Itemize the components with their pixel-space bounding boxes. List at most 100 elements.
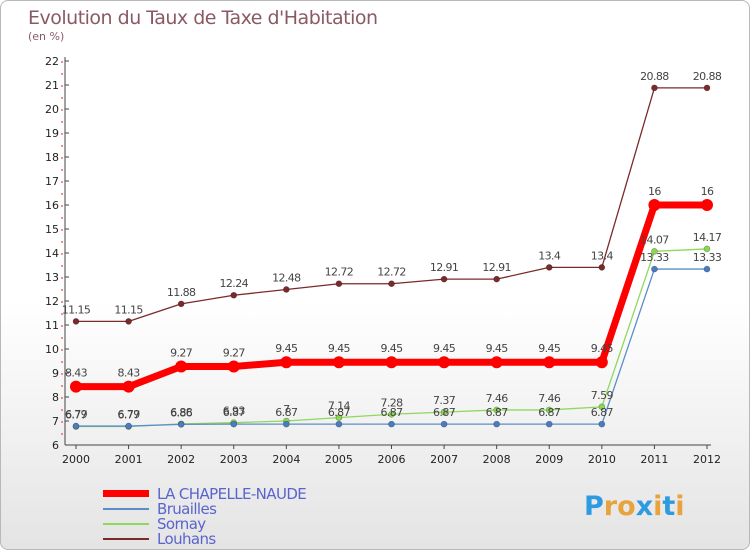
x-tick-label: 2012 (693, 453, 721, 466)
data-point (332, 356, 345, 369)
logo-letter: i (653, 491, 663, 522)
data-label: 6.79 (65, 408, 88, 421)
chart-title: Evolution du Taux de Taxe d'Habitation (28, 7, 378, 29)
data-point (493, 406, 500, 414)
data-point (598, 264, 606, 271)
legend-swatch (103, 508, 149, 510)
legend-swatch (103, 523, 149, 525)
data-label: 11.15 (114, 303, 143, 316)
y-tick-label: 9 (52, 367, 59, 380)
data-point (490, 356, 503, 369)
data-label: 6.77 (65, 409, 88, 422)
data-label: 12.72 (377, 266, 406, 279)
data-point (703, 84, 711, 92)
data-label: 9.27 (223, 347, 246, 360)
data-point (280, 356, 293, 369)
data-label: 7.46 (538, 392, 561, 405)
logo-letter: t (662, 491, 676, 522)
data-label: 9.45 (275, 342, 298, 355)
y-tick-label: 6 (52, 439, 59, 452)
logo-letter: r (603, 491, 618, 522)
data-point (651, 248, 658, 255)
data-point (543, 356, 556, 369)
data-label: 9.27 (170, 347, 193, 360)
x-tick-label: 2000 (62, 453, 90, 466)
data-point (125, 318, 132, 325)
data-label: 6.88 (170, 406, 193, 419)
data-label: 9.45 (433, 342, 456, 355)
data-point (122, 380, 135, 393)
legend-label: Louhans (157, 530, 216, 548)
y-tick-label: 12 (45, 295, 59, 308)
data-label: 9.45 (328, 342, 351, 355)
data-label: 13.4 (538, 249, 561, 262)
data-label: 6.79 (118, 408, 141, 421)
data-point (72, 318, 80, 325)
data-label: 7.14 (328, 400, 351, 413)
y-tick-label: 13 (45, 271, 59, 284)
logo-letter: o (617, 491, 636, 522)
legend-swatch (103, 490, 149, 497)
x-tick-label: 2007 (430, 453, 458, 466)
data-point (648, 199, 661, 211)
y-tick-label: 14 (45, 247, 59, 260)
data-point (438, 356, 451, 369)
data-point (125, 422, 132, 430)
data-label: 6.87 (538, 406, 561, 419)
data-label: 20.88 (693, 70, 722, 83)
data-label: 12.72 (325, 266, 354, 279)
data-point (175, 360, 188, 373)
data-label: 7.46 (486, 392, 509, 405)
data-label: 8.43 (65, 367, 88, 380)
data-label: 11.15 (62, 303, 91, 316)
data-point (283, 420, 290, 428)
proxiti-logo: Proxiti (584, 491, 685, 522)
data-label: 9.45 (591, 342, 614, 355)
data-point (177, 300, 185, 308)
data-label: 6.87 (275, 406, 298, 419)
data-point (598, 420, 606, 428)
x-tick-label: 2002 (167, 453, 195, 466)
x-tick-label: 2006 (378, 453, 406, 466)
data-label: 9.45 (538, 342, 561, 355)
y-tick-label: 17 (45, 175, 59, 188)
logo-letter: x (635, 491, 654, 522)
y-tick-label: 19 (45, 127, 59, 140)
data-point (595, 356, 608, 369)
data-point (545, 406, 553, 414)
data-label: 12.24 (220, 277, 249, 290)
data-point (493, 420, 500, 428)
data-point (388, 280, 395, 288)
x-tick-label: 2003 (220, 453, 248, 466)
data-point (385, 356, 398, 369)
y-tick-label: 7 (52, 415, 59, 428)
data-point (651, 84, 658, 92)
y-tick-label: 15 (45, 223, 59, 236)
data-label: 7.59 (591, 389, 614, 402)
data-point (493, 275, 500, 283)
data-label: 6.87 (328, 406, 351, 419)
data-label: 12.48 (272, 271, 301, 284)
x-tick-label: 2004 (272, 453, 300, 466)
data-point (598, 403, 606, 411)
data-point (703, 265, 711, 273)
y-tick-label: 18 (45, 151, 59, 164)
data-label: 7 (283, 403, 290, 416)
unit-label: (en %) (28, 30, 65, 43)
data-point (230, 291, 238, 299)
data-label: 6.86 (170, 406, 193, 419)
x-tick-label: 2011 (640, 453, 668, 466)
data-label: 6.87 (486, 406, 509, 419)
y-tick-label: 21 (45, 79, 59, 92)
x-tick-label: 2009 (535, 453, 563, 466)
data-point (388, 410, 395, 418)
data-label: 16 (648, 185, 661, 198)
data-point (545, 264, 553, 271)
data-label: 14.07 (640, 233, 669, 246)
legend-swatch (103, 538, 149, 540)
legend-label: LA CHAPELLE-NAUDE (157, 485, 307, 503)
data-point (335, 414, 343, 421)
data-label: 8.43 (118, 367, 141, 380)
data-label: 9.45 (380, 342, 403, 355)
